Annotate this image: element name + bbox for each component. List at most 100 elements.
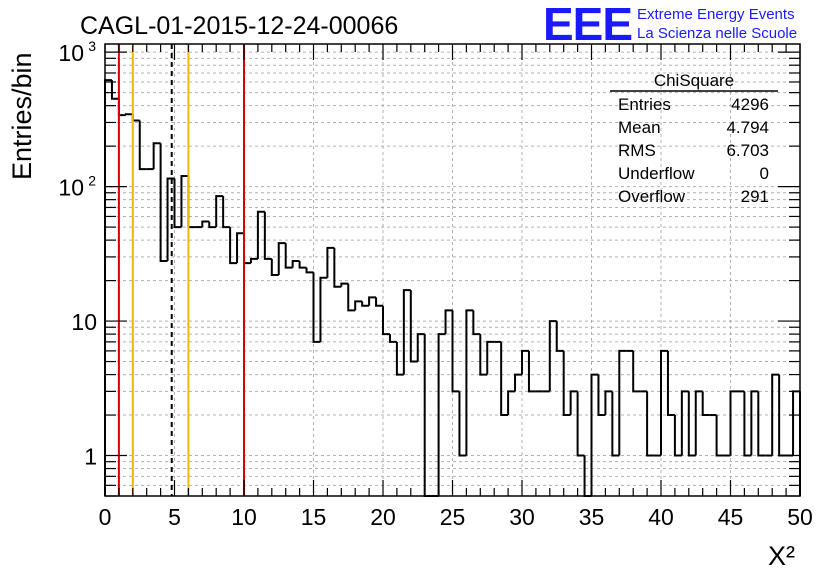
eee-logo: EEE Extreme Energy Events La Scienza nel…: [543, 0, 797, 50]
stats-row-value: 6.703: [726, 141, 769, 160]
histogram-bin: [312, 272, 321, 343]
histogram-bin: [284, 243, 293, 269]
y-tick-label-exponent: 3: [88, 38, 96, 54]
histogram-bin: [750, 390, 759, 456]
axes: [104, 43, 801, 497]
histogram-bin: [632, 350, 641, 393]
histogram-bin: [180, 174, 189, 228]
histogram-bin: [451, 310, 460, 393]
histogram-bin: [576, 391, 585, 457]
histogram-bin: [166, 177, 175, 261]
histogram-bin: [673, 415, 682, 457]
stats-row-label: Overflow: [618, 187, 686, 206]
histogram-bin: [201, 220, 210, 228]
histogram-bin: [236, 232, 244, 264]
stats-rows: Entries 4296 Mean 4.794 RMS 6.703 Underflow 0 Ov…: [618, 95, 769, 206]
histogram-bin: [660, 349, 668, 456]
stats-row-value: 4.794: [726, 118, 769, 137]
logo-line2: La Scienza nelle Scuole: [637, 25, 797, 42]
histogram-bin: [458, 391, 467, 457]
x-tick-label: 25: [440, 504, 466, 530]
histogram-bin: [124, 113, 133, 116]
x-tick-label: 10: [231, 504, 257, 530]
grid-lines: [105, 44, 800, 496]
x-axis-label: X²: [768, 541, 795, 571]
histogram-bin: [117, 98, 126, 117]
histogram-bin: [757, 391, 766, 457]
histogram-bin: [514, 373, 522, 392]
histogram-bin: [771, 373, 780, 456]
histogram-bin: [159, 143, 168, 262]
x-tick-label: 35: [579, 504, 605, 530]
logo-line1: Extreme Energy Events: [637, 6, 795, 23]
stats-row-label: Mean: [618, 118, 661, 137]
histogram-bin: [409, 290, 418, 363]
histogram-bin: [701, 391, 710, 417]
histogram-bin: [486, 340, 495, 375]
histogram-bin: [562, 350, 571, 417]
histogram-bin: [687, 391, 696, 457]
histogram-bin: [597, 374, 606, 417]
histogram-bin: [548, 320, 557, 392]
histogram-bin: [340, 282, 349, 287]
histogram-bin: [500, 341, 509, 417]
histogram-bin: [291, 259, 300, 268]
y-tick-label: 10: [71, 309, 97, 335]
histogram-bin: [680, 390, 689, 456]
histogram-bin: [298, 260, 307, 269]
histogram-bin: [472, 310, 481, 336]
histogram-bin: [646, 391, 655, 457]
histogram-bin: [263, 211, 272, 260]
histogram-bin: [361, 301, 370, 307]
histogram-bin: [618, 349, 627, 456]
histogram-bin: [319, 276, 328, 342]
histogram-bin: [590, 373, 599, 496]
histogram-bin: [152, 142, 161, 170]
histogram-bin: [354, 300, 363, 311]
histogram-bin: [715, 415, 724, 457]
x-tick-label: 40: [648, 504, 674, 530]
x-tick-label: 20: [370, 504, 396, 530]
histogram-bin: [694, 390, 703, 456]
histogram-bin: [569, 390, 578, 416]
histogram-bin: [256, 210, 265, 259]
histogram-bin: [347, 283, 356, 312]
histogram-bin: [729, 390, 738, 456]
histogram-bin: [437, 333, 446, 496]
stats-row-value: 291: [741, 187, 769, 206]
chart-title: CAGL-01-2015-12-24-00066: [80, 12, 398, 40]
histogram-bin: [479, 334, 488, 376]
histogram-bin: [110, 80, 119, 100]
histogram-bin: [611, 391, 620, 457]
histogram-bin: [743, 391, 752, 457]
histogram-bin: [326, 246, 335, 278]
histogram-bin: [444, 309, 453, 335]
histogram-bin: [395, 341, 404, 376]
x-tick-label: 30: [509, 504, 535, 530]
histogram-bin: [792, 390, 800, 456]
x-tick-label: 0: [99, 504, 112, 530]
histogram-bin: [416, 333, 425, 362]
histogram-bin: [402, 289, 411, 375]
histogram-bin: [465, 309, 474, 456]
histogram-bin: [368, 296, 377, 306]
histogram-bin: [138, 120, 147, 171]
histogram-bin: [173, 178, 182, 229]
x-tick-label: 5: [168, 504, 181, 530]
histogram-bin: [104, 79, 112, 496]
histogram-bin: [249, 257, 258, 264]
histogram-bin: [243, 233, 251, 265]
y-tick-label: 1: [84, 444, 97, 470]
histogram-bin: [521, 349, 529, 375]
histogram-bin: [388, 334, 397, 343]
x-tick-label: 50: [787, 504, 813, 530]
histogram-bin: [382, 305, 390, 336]
stats-row-label: Entries: [618, 95, 671, 114]
histogram-bin: [208, 221, 217, 229]
stats-row-value: 0: [760, 164, 769, 183]
x-tick-label: 15: [301, 504, 327, 530]
histogram-bin: [375, 297, 383, 307]
y-axis-label: Entries/bin: [7, 52, 37, 180]
